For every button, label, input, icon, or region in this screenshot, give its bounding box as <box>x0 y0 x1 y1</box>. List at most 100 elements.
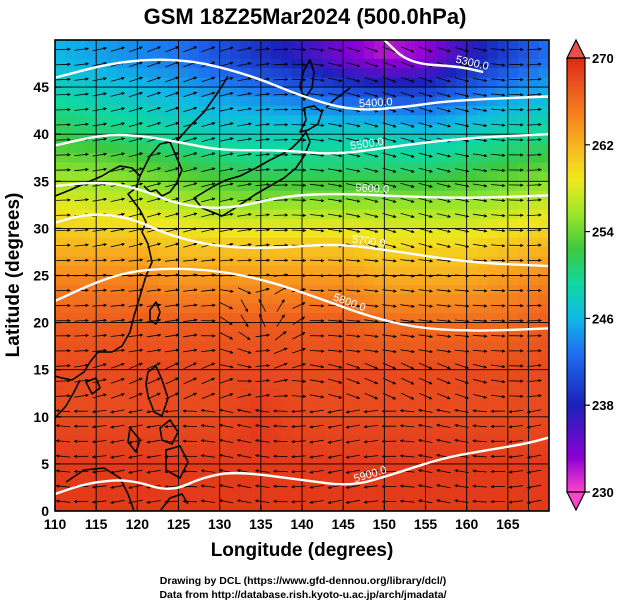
streamline-arrow <box>92 197 108 202</box>
streamline-arrow <box>110 454 125 459</box>
temperature-cell <box>538 266 549 277</box>
temperature-cell <box>538 350 549 361</box>
temperature-cell <box>116 463 128 474</box>
temperature-cell <box>528 68 540 79</box>
temperature-cell <box>116 322 128 333</box>
temperature-cell <box>435 482 447 493</box>
temperature-cell <box>435 87 447 98</box>
temperature-cell <box>425 40 437 51</box>
temperature-cell <box>55 454 66 465</box>
streamline-arrow <box>237 62 252 67</box>
streamline-arrow <box>292 332 306 340</box>
temperature-cell <box>415 124 427 135</box>
streamline-arrow <box>309 424 324 429</box>
temperature-cell <box>497 284 509 295</box>
temperature-cell <box>271 77 283 88</box>
temperature-cell <box>487 275 499 286</box>
temperature-cell <box>147 49 159 60</box>
temperature-cell <box>147 87 159 98</box>
temperature-cell <box>518 200 530 211</box>
temperature-cell <box>404 388 416 399</box>
temperature-cell <box>291 407 303 418</box>
temperature-cell <box>435 388 447 399</box>
temperature-cell <box>147 407 159 418</box>
temperature-cell <box>404 237 416 248</box>
streamline-arrow <box>129 362 143 369</box>
x-tick-label: 120 <box>126 516 150 532</box>
temperature-cell <box>271 388 283 399</box>
temperature-cell <box>312 454 324 465</box>
temperature-cell <box>106 322 118 333</box>
temperature-cell <box>137 426 149 437</box>
temperature-cell <box>127 115 138 126</box>
temperature-cell <box>127 228 138 239</box>
streamline-arrow <box>237 258 253 262</box>
streamline-arrow <box>327 349 343 353</box>
temperature-cell <box>271 426 283 437</box>
temperature-cell <box>538 397 549 408</box>
temperature-cell <box>353 200 365 211</box>
temperature-cell <box>250 492 262 503</box>
temperature-cell <box>384 369 396 380</box>
temperature-cell <box>168 350 180 361</box>
streamline-arrow <box>364 243 379 249</box>
streamline-arrow <box>400 392 415 400</box>
temperature-cell <box>528 397 540 408</box>
temperature-cell <box>260 256 272 267</box>
streamline-arrow <box>147 91 162 98</box>
streamline-arrow <box>436 77 451 83</box>
temperature-cell <box>404 162 416 173</box>
temperature-cell <box>322 218 334 229</box>
temperature-cell <box>343 397 355 408</box>
streamline-arrow <box>56 77 71 82</box>
temperature-cell <box>302 473 313 484</box>
temperature-cell <box>178 115 190 126</box>
temperature-cell <box>250 379 262 390</box>
temperature-cell <box>415 181 427 192</box>
temperature-cell <box>188 407 200 418</box>
temperature-cell <box>518 313 530 324</box>
temperature-cell <box>435 237 447 248</box>
temperature-cell <box>106 350 118 361</box>
temperature-cell <box>157 124 169 135</box>
temperature-cell <box>322 416 334 427</box>
temperature-cell <box>507 49 519 60</box>
temperature-cell <box>446 209 457 220</box>
temperature-cell <box>96 388 108 399</box>
temperature-cell <box>271 68 283 79</box>
temperature-cell <box>96 115 108 126</box>
streamline-arrow <box>363 440 379 444</box>
streamline-arrow <box>364 61 379 68</box>
temperature-cell <box>425 218 437 229</box>
streamline-arrow <box>399 454 415 458</box>
temperature-cell <box>394 463 406 474</box>
temperature-cell <box>85 360 97 371</box>
temperature-cell <box>281 426 293 437</box>
temperature-cell <box>199 87 210 98</box>
streamline-arrow <box>219 258 234 262</box>
temperature-cell <box>404 153 416 164</box>
temperature-cell <box>157 40 169 51</box>
sakhalin <box>299 59 315 101</box>
streamline-arrow <box>364 349 379 354</box>
streamline-arrow <box>345 424 360 429</box>
streamline-arrow <box>183 258 198 262</box>
temperature-cell <box>65 445 77 456</box>
streamline-arrow <box>236 499 252 504</box>
temperature-cell <box>178 96 190 107</box>
temperature-cell <box>250 426 262 437</box>
streamline-arrow <box>200 469 216 473</box>
temperature-cell <box>518 209 530 220</box>
temperature-cell <box>188 228 200 239</box>
streamline-arrow <box>110 409 125 414</box>
streamline-arrow <box>219 152 234 157</box>
temperature-cell <box>260 501 272 511</box>
temperature-cell <box>209 190 221 201</box>
temperature-cell <box>404 454 416 465</box>
temperature-cell <box>363 501 375 511</box>
temperature-cell <box>374 332 385 343</box>
temperature-cell <box>476 228 488 239</box>
temperature-cell <box>260 341 272 352</box>
streamline-arrow <box>92 137 108 142</box>
streamline-arrow <box>92 182 108 187</box>
